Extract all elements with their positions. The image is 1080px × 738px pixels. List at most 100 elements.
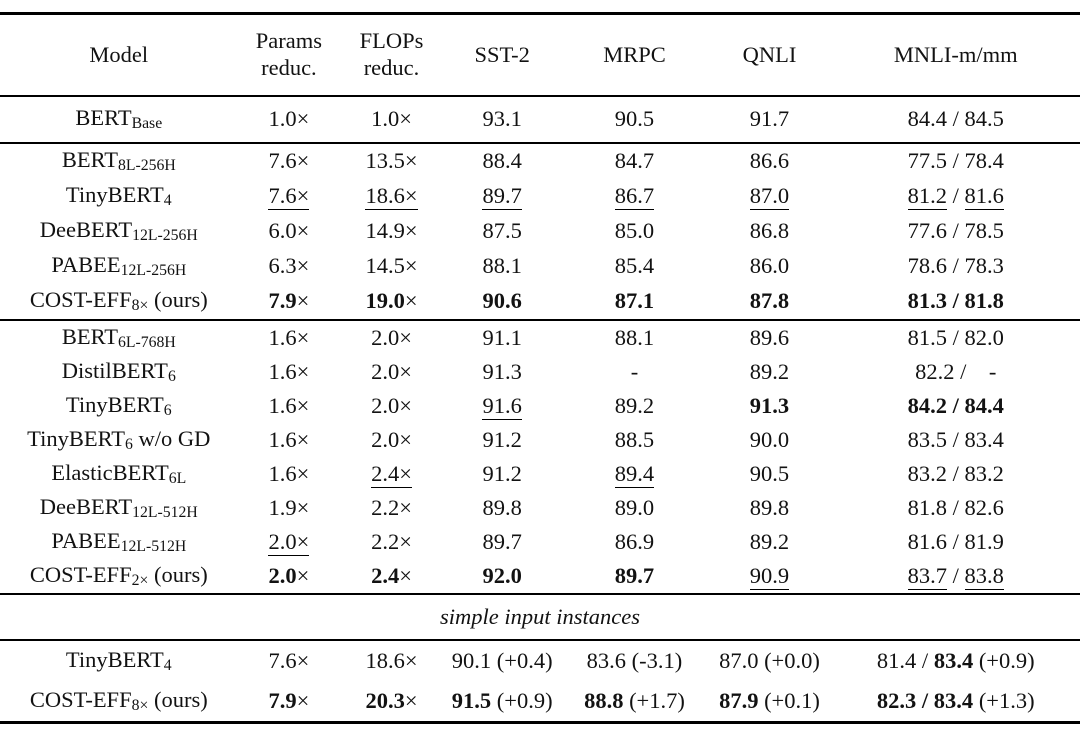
cell-text: 83.8 — [964, 562, 1004, 590]
cell-text: 14.9× — [365, 218, 418, 244]
cell-mrpc: 85.0 — [562, 214, 708, 249]
cell-mnli: 83.2 / 83.2 — [832, 457, 1080, 491]
cell-text: 91.3 — [749, 392, 790, 418]
table-row: PABEE12L-512H 2.0× 2.2× 89.7 86.9 89.2 81.6 / … — [0, 525, 1080, 559]
cell-params-reduc: 6.0× — [238, 214, 341, 249]
cell-text: × — [296, 562, 310, 588]
cell-text: 18.6× — [365, 647, 418, 673]
column-header: MNLI-m/mm — [831, 13, 1080, 97]
cell-mrpc: 89.2 — [562, 389, 708, 423]
model-subscript: 12L-256H — [120, 262, 187, 280]
cell-text: 90.5 — [749, 460, 790, 486]
cell-text: 7.6× — [268, 183, 310, 211]
cell-text: 87.5 — [482, 218, 522, 244]
cell-text: PABEE — [51, 527, 121, 553]
cell-mnli: 81.5 / 82.0 — [831, 319, 1080, 355]
cell-text: 88.4 — [482, 148, 522, 174]
cell-flops-reduc: 2.4× — [340, 457, 443, 491]
cell-flops-reduc: 20.3× — [340, 681, 443, 723]
cell-text: 85.0 — [614, 218, 655, 244]
cell-text: 87.9 — [719, 687, 759, 713]
cell-text: × — [404, 687, 418, 713]
cell-text: (+1.3) — [973, 687, 1035, 713]
cell-qnli: 90.0 — [707, 423, 831, 457]
cell-text: 7.6× — [268, 148, 310, 174]
cell-text: 82.3 / 83.4 — [876, 687, 974, 713]
cell-params-reduc: 1.6× — [238, 355, 341, 389]
table-row: BERTBase 1.0× 1.0× 93.1 90.5 91.7 84.4 / 84.5 — [0, 96, 1080, 143]
section-divider-label: simple input instances — [0, 593, 1080, 640]
cell-params-reduc: 1.6× — [238, 423, 341, 457]
cell-text: 83.2 / 83.2 — [907, 460, 1004, 486]
cell-qnli: 89.2 — [707, 525, 831, 559]
cell-text: TinyBERT — [65, 391, 164, 417]
cell-mnli: 81.2 / 81.6 — [832, 179, 1080, 214]
cell-text: 89.7 — [482, 183, 522, 211]
cell-text: × — [296, 687, 310, 713]
table-row: TinyBERT4 7.6× 18.6× 90.1 (+0.4) 83.6 (-3.1)… — [0, 639, 1080, 681]
cell-text: 13.5× — [365, 148, 418, 174]
cell-mrpc: 88.5 — [562, 423, 708, 457]
cell-flops-reduc: 2.0× — [340, 319, 443, 355]
cell-text: TinyBERT — [65, 182, 164, 208]
cell-text: 2.0 — [268, 562, 297, 588]
model-subscript: 6L-768H — [118, 333, 176, 351]
cell-text: 1.6× — [268, 460, 310, 486]
cell-sst2: 89.7 — [443, 179, 562, 214]
cell-text: 89.6 — [749, 324, 790, 350]
cell-text: 7.9 — [268, 288, 297, 314]
cell-model-name: BERT8L-256H — [0, 142, 238, 179]
table-header: Model Params reduc. FLOPs reduc. SST-2 MRPC Q… — [0, 13, 1080, 97]
cell-text: 89.2 — [749, 358, 790, 384]
cell-model-name: TinyBERT6 — [0, 389, 238, 423]
cell-mnli: 78.6 / 78.3 — [832, 249, 1080, 284]
cell-flops-reduc: 2.0× — [340, 423, 443, 457]
cell-text: TinyBERT — [27, 425, 126, 451]
cell-text: 87.0 (+0.0) — [719, 647, 820, 673]
cell-text: 91.7 — [749, 106, 790, 132]
cell-flops-reduc: 19.0× — [340, 284, 443, 320]
cell-text: 92.0 — [482, 562, 522, 588]
model-subscript: 8× — [131, 297, 149, 315]
cell-mnli: 82.3 / 83.4 (+1.3) — [832, 681, 1080, 723]
cell-text: × — [399, 562, 412, 588]
cell-text: 88.8 — [584, 687, 624, 713]
cell-text: 86.7 — [614, 183, 655, 211]
table-row: TinyBERT6 1.6× 2.0× 91.6 89.2 91.3 84.2 / 84.4 — [0, 389, 1080, 423]
cell-text: 89.2 — [614, 392, 655, 418]
cell-sst2: 91.3 — [443, 355, 562, 389]
cell-mrpc: 86.7 — [562, 179, 708, 214]
cell-params-reduc: 1.9× — [238, 491, 341, 525]
cell-text: 84.4 / 84.5 — [907, 106, 1004, 132]
table-row: COST-EFF2× (ours) 2.0× 2.4× 92.0 89.7 90.9 83.… — [0, 559, 1080, 594]
cell-qnli: 87.8 — [707, 284, 831, 320]
cell-mnli: 81.8 / 82.6 — [832, 491, 1080, 525]
cell-model-name: DeeBERT12L-512H — [0, 491, 238, 525]
cell-text: 18.6× — [365, 183, 418, 211]
column-header: SST-2 — [442, 13, 562, 97]
cell-text: 2.0× — [371, 358, 412, 384]
cell-model-name: DistilBERT6 — [0, 355, 238, 389]
cell-text: TinyBERT — [65, 646, 164, 672]
table-row: PABEE12L-256H 6.3× 14.5× 88.1 85.4 86.0 78.6 /… — [0, 249, 1080, 284]
cell-text: 86.0 — [749, 253, 790, 279]
column-header: Model — [0, 13, 238, 97]
cell-text: 84.2 / 84.4 — [907, 392, 1004, 418]
model-comparison-table: Model Params reduc. FLOPs reduc. SST-2 MRPC Q… — [0, 12, 1080, 724]
cell-text: 78.6 / 78.3 — [907, 253, 1004, 279]
cell-mrpc: 88.8 (+1.7) — [562, 681, 708, 723]
cell-text: ElasticBERT — [51, 459, 169, 485]
cell-mnli: 84.4 / 84.5 — [832, 96, 1080, 143]
cell-sst2: 87.5 — [443, 214, 562, 249]
cell-qnli: 87.9 (+0.1) — [707, 681, 831, 723]
model-subscript: 8L-256H — [118, 157, 176, 175]
cell-text: 86.9 — [614, 528, 655, 554]
cell-params-reduc: 7.6× — [237, 142, 341, 179]
cell-mrpc: 87.1 — [562, 284, 708, 320]
cell-sst2: 89.8 — [443, 491, 562, 525]
cell-text: (ours) — [148, 287, 208, 313]
cell-text: 90.0 — [749, 426, 790, 452]
cell-sst2: 91.2 — [443, 423, 562, 457]
cell-text: 83.4 — [933, 647, 974, 673]
